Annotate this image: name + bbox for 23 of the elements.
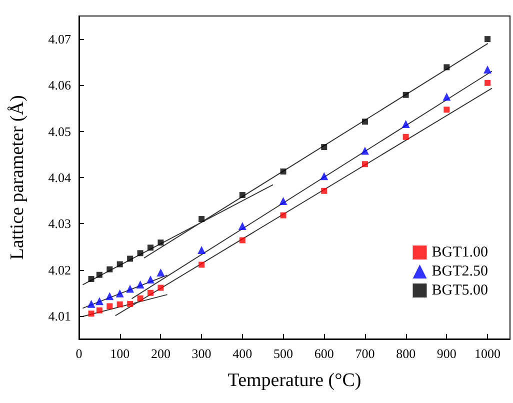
x-tick-label: 400 xyxy=(232,346,252,361)
legend-label: BGT2.50 xyxy=(432,264,488,280)
y-tick-label: 4.04 xyxy=(48,170,72,185)
x-tick-label: 900 xyxy=(436,346,456,361)
y-tick-label: 4.03 xyxy=(48,216,71,232)
y-tick-label: 4.06 xyxy=(48,78,72,93)
x-tick-label: 200 xyxy=(150,346,170,361)
x-tick-label: 800 xyxy=(396,346,416,361)
legend-label: BGT1.00 xyxy=(432,244,488,260)
legend-label: BGT5.00 xyxy=(432,282,488,298)
y-axis-title: Lattice parameter (Å) xyxy=(7,95,28,260)
x-tick-label: 100 xyxy=(110,346,130,361)
x-tick-label: 700 xyxy=(355,346,375,361)
y-tick-label: 4.07 xyxy=(48,32,72,47)
x-tick-label: 0 xyxy=(76,346,82,361)
y-tick-label: 4.01 xyxy=(48,308,71,324)
y-tick-label: 4.02 xyxy=(48,262,71,278)
x-tick-label: 500 xyxy=(274,346,294,361)
y-tick-label: 4.05 xyxy=(48,124,71,139)
x-axis-title: Temperature (°C) xyxy=(228,370,362,391)
x-tick-label: 600 xyxy=(314,346,334,361)
x-tick-label: 300 xyxy=(192,346,212,361)
x-tick-label: 1000 xyxy=(474,346,501,361)
